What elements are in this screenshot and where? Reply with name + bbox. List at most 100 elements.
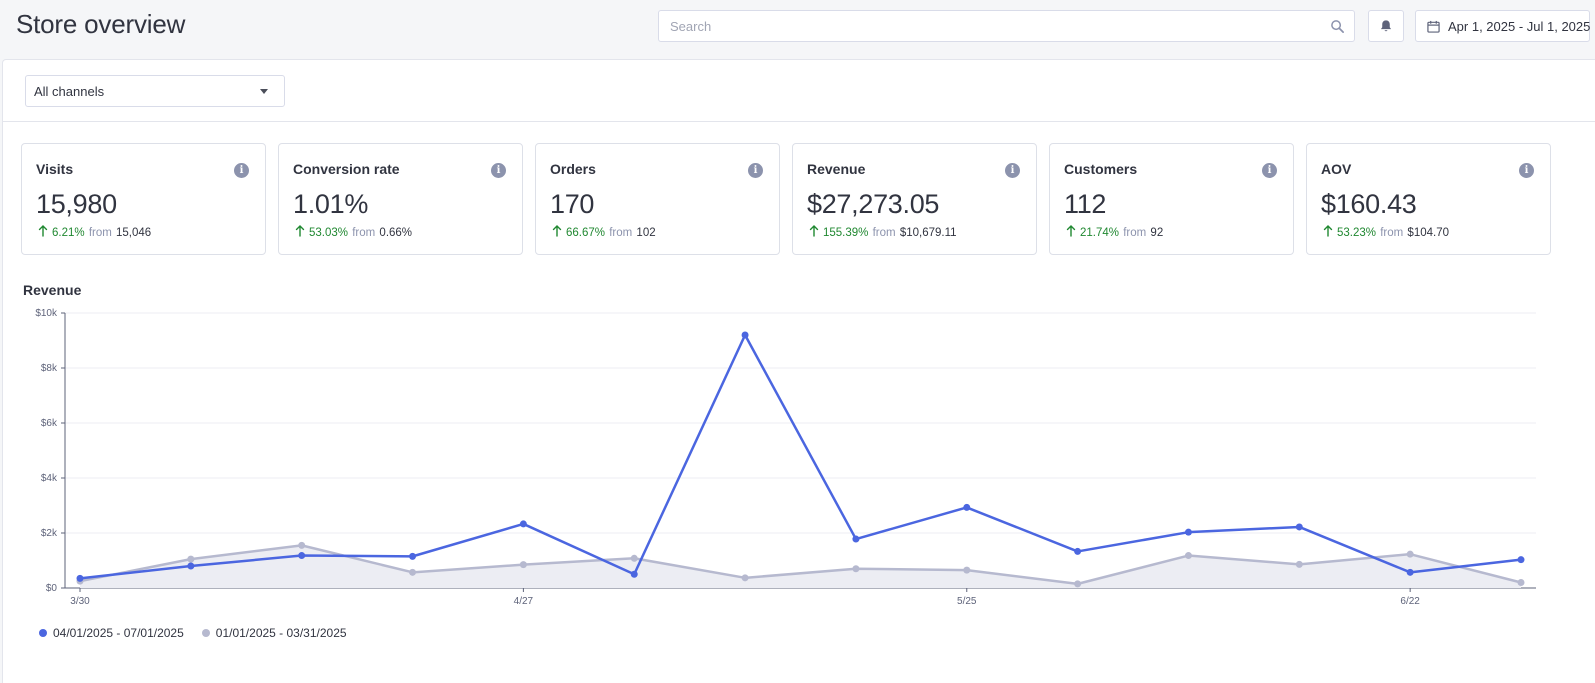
data-point-current [963,503,971,511]
search-icon[interactable] [1330,19,1345,34]
series-line-previous [79,544,1522,586]
metric-value: $27,273.05 [807,189,940,219]
delta-percent: 53.23% [1337,227,1377,239]
legend-swatch [201,629,210,637]
data-point-current [1517,556,1525,564]
delta-previous-value: 0.66% [379,227,413,239]
date-range-label: Apr 1, 2025 - Jul 1, 2025 [1448,18,1591,34]
metric-value: $160.43 [1321,189,1417,219]
y-tick-label: $6k [41,418,58,429]
metric-card-aov: AOV i $160.43 53.23% from $104.70 [1306,143,1551,255]
delta-from-label: from [352,227,376,239]
data-point-current [1074,547,1082,555]
metric-label: AOV [1321,161,1352,177]
delta-previous-value: $10,679.11 [899,227,957,239]
notifications-button[interactable] [1368,10,1404,42]
metric-label: Revenue [807,161,866,177]
data-point-previous [741,574,749,582]
metric-value: 15,980 [36,189,117,219]
series-area-previous [80,545,1521,588]
metric-card-revenue: Revenue i $27,273.05 155.39% from $10,67… [792,143,1037,255]
metric-label: Conversion rate [293,161,400,177]
delta-previous-value: $104.70 [1407,227,1449,239]
legend-item-previous[interactable]: 01/01/2025 - 03/31/2025 [201,626,347,640]
delta-percent: 66.67% [566,227,606,239]
metric-cards: Visits i 15,980 6.21% from 15,046 Conver… [21,143,1594,255]
arrow-up-icon [1066,225,1076,237]
metric-card-visits: Visits i 15,980 6.21% from 15,046 [21,143,266,255]
metric-delta: 66.67% from 102 [552,225,656,239]
info-icon[interactable]: i [1519,163,1534,178]
channel-select[interactable]: All channels [25,75,285,107]
info-icon[interactable]: i [748,163,763,178]
data-point-current [187,562,195,570]
bell-icon [1380,20,1392,32]
metric-delta: 53.03% from 0.66% [295,225,412,239]
channel-select-value: All channels [34,83,105,99]
data-point-previous [1295,560,1303,568]
filter-row: All channels [3,60,1595,122]
data-point-previous [963,566,971,574]
x-tick-label: 5/25 [957,596,977,607]
metric-delta: 6.21% from 15,046 [38,225,151,239]
date-range-picker[interactable]: Apr 1, 2025 - Jul 1, 2025 [1415,10,1590,42]
data-point-current [1295,523,1303,531]
info-icon[interactable]: i [491,163,506,178]
data-point-current [1406,568,1414,576]
search-input[interactable] [659,11,1354,41]
info-icon[interactable]: i [234,163,249,178]
page-title: Store overview [16,9,186,39]
info-icon[interactable]: i [1005,163,1020,178]
metric-delta: 155.39% from $10,679.11 [809,225,957,239]
metric-value: 112 [1064,189,1107,219]
top-bar: Store overview Apr 1, 2025 - Jul 1, 2025 [0,0,1595,58]
data-point-current [409,552,417,560]
delta-percent: 21.74% [1080,227,1120,239]
series-line-current [79,333,1522,580]
metric-card-conversion-rate: Conversion rate i 1.01% 53.03% from 0.66… [278,143,523,255]
delta-from-label: from [88,227,112,239]
legend-swatch [39,629,47,637]
calendar-icon [1427,20,1440,33]
delta-from-label: from [872,227,896,239]
delta-from-label: from [1123,227,1147,239]
data-point-previous [630,554,638,562]
data-point-previous [519,561,527,569]
metric-label: Visits [36,161,74,177]
caret-down-icon [260,89,268,94]
data-point-previous [409,568,417,576]
search-box[interactable] [658,10,1355,42]
data-point-current [741,331,749,339]
data-point-previous [1074,580,1082,588]
info-icon[interactable]: i [1262,163,1277,178]
chart-title: Revenue [23,282,82,298]
data-point-current [1184,528,1192,536]
y-tick-label: $2k [41,528,58,539]
delta-percent: 53.03% [309,227,349,239]
delta-from-label: from [609,227,633,239]
y-tick-label: $10k [35,308,58,319]
data-point-previous [1406,550,1414,558]
data-point-current [519,520,527,528]
legend-label: 01/01/2025 - 03/31/2025 [215,626,347,640]
delta-previous-value: 15,046 [116,227,152,239]
delta-percent: 155.39% [823,227,869,239]
x-tick-label: 3/30 [70,596,90,607]
data-point-current [630,570,638,578]
legend-item-current[interactable]: 04/01/2025 - 07/01/2025 [39,626,184,640]
y-tick-label: $0 [46,583,58,594]
data-point-previous [1517,579,1525,586]
arrow-up-icon [295,225,305,237]
delta-from-label: from [1380,227,1404,239]
delta-percent: 6.21% [52,227,85,239]
data-point-current [298,552,306,560]
data-point-previous [1184,552,1192,560]
metric-card-orders: Orders i 170 66.67% from 102 [535,143,780,255]
y-tick-label: $8k [41,363,58,374]
x-tick-label: 4/27 [514,596,534,607]
legend-label: 04/01/2025 - 07/01/2025 [53,626,184,640]
arrow-up-icon [552,225,562,237]
delta-previous-value: 102 [636,227,656,239]
data-point-current [852,535,860,543]
data-point-previous [187,555,195,563]
